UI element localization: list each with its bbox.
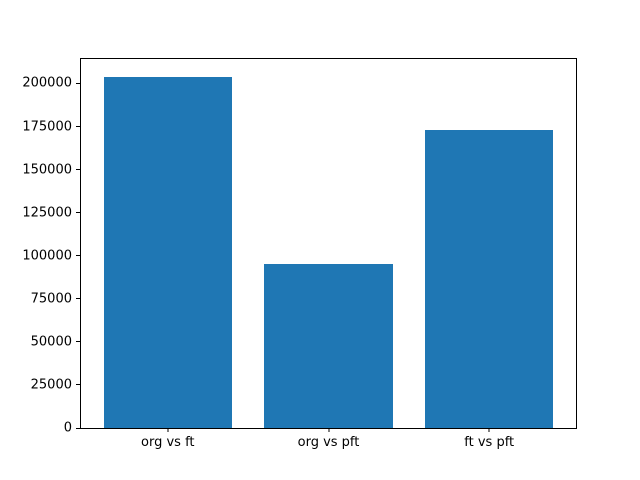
y-tick-mark: [76, 126, 80, 128]
y-tick-mark: [76, 427, 80, 429]
y-tick-label: 200000: [22, 75, 72, 91]
x-tick-label: org vs ft: [141, 435, 195, 450]
y-tick-label: 150000: [22, 162, 72, 178]
y-tick-label: 50000: [30, 334, 72, 350]
x-tick-label: ft vs pft: [464, 435, 515, 450]
y-tick-label: 125000: [22, 205, 72, 221]
y-tick-label: 25000: [30, 377, 72, 393]
y-tick-label: 100000: [22, 248, 72, 264]
y-tick-mark: [76, 82, 80, 84]
x-tick-mark: [167, 428, 169, 432]
y-tick-label: 0: [63, 420, 72, 436]
y-tick-mark: [76, 341, 80, 343]
y-tick-mark: [76, 169, 80, 171]
y-tick-mark: [76, 298, 80, 300]
bar-org-vs-pft: [264, 264, 393, 428]
x-tick-mark: [328, 428, 329, 432]
x-tick-mark: [488, 428, 490, 432]
y-tick-mark: [76, 212, 80, 214]
y-tick-label: 175000: [22, 119, 72, 135]
bar-ft-vs-pft: [424, 129, 554, 428]
bar-org-vs-ft: [103, 76, 233, 428]
x-tick-label: org vs pft: [297, 435, 360, 450]
y-tick-mark: [76, 255, 80, 257]
plot-area: 0 25000 50000 75000 100000 125000 150000 175000…: [22, 58, 577, 449]
y-tick-label: 75000: [30, 291, 72, 307]
y-tick-mark: [76, 384, 80, 386]
